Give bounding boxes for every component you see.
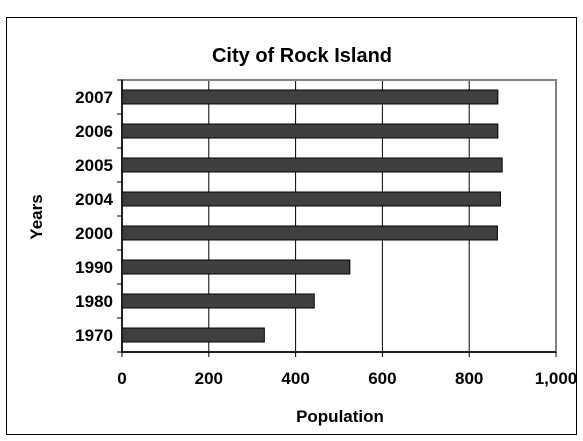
chart-title: City of Rock Island xyxy=(212,45,392,67)
bar-1970 xyxy=(121,327,265,343)
y-tick-label: 2005 xyxy=(75,156,113,175)
bar-2005 xyxy=(121,157,503,173)
bar-1980 xyxy=(121,293,315,309)
bars xyxy=(121,89,503,343)
x-tick-label: 200 xyxy=(195,369,223,388)
y-axis-title: Years xyxy=(27,194,46,239)
x-tick-label: 0 xyxy=(117,369,126,388)
x-tick-label: 400 xyxy=(281,369,309,388)
y-tick-label: 2007 xyxy=(75,88,113,107)
bar-1990 xyxy=(121,259,351,275)
x-axis-title: Population xyxy=(296,407,384,426)
bar-2000 xyxy=(121,225,498,241)
y-tick-label: 1970 xyxy=(75,326,113,345)
y-tick-label: 1980 xyxy=(75,292,113,311)
axes xyxy=(117,79,557,357)
bar-2007 xyxy=(121,89,499,105)
y-tick-label: 1990 xyxy=(75,258,113,277)
x-tick-label: 800 xyxy=(455,369,483,388)
y-tick-label: 2006 xyxy=(75,122,113,141)
x-tick-label: 1,000 xyxy=(535,369,578,388)
bar-2004 xyxy=(121,191,501,207)
gridlines xyxy=(208,80,470,352)
y-tick-label: 2000 xyxy=(75,224,113,243)
x-tick-labels: 0 200 400 600 800 1,000 xyxy=(117,369,577,388)
bar-2006 xyxy=(121,123,499,139)
x-tick-label: 600 xyxy=(368,369,396,388)
y-tick-labels: 1970 1980 1990 2000 2004 2005 2006 2007 xyxy=(75,88,113,345)
plot-area-border xyxy=(121,79,557,353)
y-tick-label: 2004 xyxy=(75,190,113,209)
